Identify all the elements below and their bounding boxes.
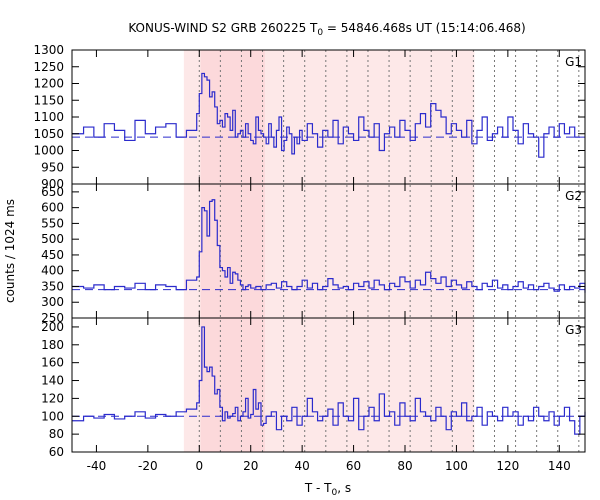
y-tick-label: 60 xyxy=(49,445,64,459)
dotted-lines xyxy=(198,50,580,452)
light-curve-G3 xyxy=(72,326,586,435)
x-tick-label: 100 xyxy=(445,459,468,473)
panel-label: G3 xyxy=(565,323,582,337)
light-curves xyxy=(72,72,586,435)
y-tick-label: 1150 xyxy=(33,93,64,107)
x-tick-label: 140 xyxy=(548,459,571,473)
y-tick-label: 450 xyxy=(41,248,64,262)
y-axis-label: counts / 1024 ms xyxy=(3,199,17,303)
panel-label: G2 xyxy=(565,189,582,203)
y-tick-label: 120 xyxy=(41,391,64,405)
y-tick-label: 1050 xyxy=(33,127,64,141)
y-tick-label: 200 xyxy=(41,320,64,334)
y-tick-label: 600 xyxy=(41,201,64,215)
y-tick-label: 1300 xyxy=(33,43,64,57)
x-tick-label: 60 xyxy=(346,459,361,473)
chart-title: KONUS-WIND S2 GRB 260225 T0 = 54846.468s… xyxy=(128,21,525,38)
y-tick-label: 400 xyxy=(41,264,64,278)
y-tick-label: 160 xyxy=(41,356,64,370)
x-tick-label: 80 xyxy=(397,459,412,473)
y-tick-label: 80 xyxy=(49,427,64,441)
y-tick-label: 950 xyxy=(41,160,64,174)
y-tick-label: 1250 xyxy=(33,60,64,74)
y-tick-label: 1000 xyxy=(33,144,64,158)
x-tick-label: 20 xyxy=(243,459,258,473)
y-tick-label: 550 xyxy=(41,216,64,230)
y-tick-label: 100 xyxy=(41,409,64,423)
x-tick-label: -40 xyxy=(87,459,107,473)
y-tick-label: 900 xyxy=(41,177,64,191)
light-curve-G1 xyxy=(72,72,580,158)
y-tick-label: 250 xyxy=(41,311,64,325)
axes-frames: 9009501000105011001150120012501300G12503… xyxy=(33,43,586,473)
panel-label: G1 xyxy=(565,55,582,69)
y-tick-label: 180 xyxy=(41,338,64,352)
y-tick-label: 140 xyxy=(41,374,64,388)
y-tick-label: 350 xyxy=(41,279,64,293)
y-tick-label: 500 xyxy=(41,232,64,246)
x-axis-label: T - T0, s xyxy=(304,481,351,498)
y-tick-label: 1100 xyxy=(33,110,64,124)
light-curve-G2 xyxy=(72,199,586,293)
x-tick-label: -20 xyxy=(138,459,158,473)
x-tick-label: 0 xyxy=(195,459,203,473)
y-tick-label: 1200 xyxy=(33,77,64,91)
panel-frame xyxy=(71,317,586,453)
y-tick-label: 300 xyxy=(41,295,64,309)
y-tick-label: 650 xyxy=(41,185,64,199)
x-tick-label: 40 xyxy=(295,459,310,473)
x-tick-label: 120 xyxy=(496,459,519,473)
